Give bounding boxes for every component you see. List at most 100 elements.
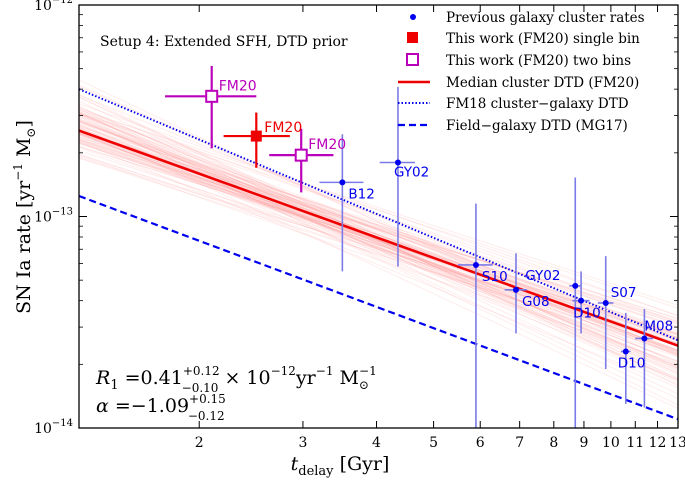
posterior-sample-line: [79, 120, 678, 367]
cluster-rate-dot: [394, 159, 401, 166]
posterior-sample-line: [79, 146, 678, 335]
fm20-two-bin-label: FM20: [308, 137, 346, 153]
posterior-sample-line: [79, 136, 678, 353]
posterior-sample-line: [79, 157, 678, 352]
y-tick-exponent: −14: [52, 418, 73, 429]
posterior-sample-line: [79, 155, 678, 365]
y-tick-label: 10−13: [34, 207, 73, 226]
cluster-rate-dot: [622, 348, 629, 355]
x-tick-label: 9: [579, 435, 588, 451]
posterior-sample-line: [79, 134, 678, 352]
cluster-point-label: G08: [522, 294, 550, 310]
posterior-sample-line: [79, 126, 678, 320]
posterior-sample-line: [79, 139, 678, 351]
posterior-sample-line: [79, 105, 678, 376]
x-tick-label: 4: [372, 435, 381, 451]
posterior-sample-line: [79, 125, 678, 346]
posterior-sample-line: [79, 85, 678, 358]
cluster-point-label: D10: [573, 306, 601, 322]
posterior-sample-line: [79, 119, 678, 363]
cluster-rate-dot: [512, 286, 519, 293]
posterior-sample-line: [79, 127, 678, 334]
y-tick-exponent: −12: [52, 0, 73, 6]
posterior-sample-line: [79, 111, 678, 395]
posterior-sample-line: [79, 113, 678, 368]
cluster-rate-dot: [472, 261, 479, 268]
posterior-sample-line: [79, 118, 678, 381]
x-tick-label: 7: [515, 435, 524, 451]
legend-label: Field−galaxy DTD (MG17): [446, 118, 628, 134]
posterior-sample-line: [79, 131, 678, 320]
legend-entry-field: Field−galaxy DTD (MG17): [398, 118, 628, 134]
y-tick-base: 10: [34, 0, 52, 14]
posterior-sample-line: [79, 103, 678, 317]
posterior-sample-line: [79, 128, 678, 367]
posterior-sample-line: [79, 94, 678, 386]
posterior-sample-line: [79, 109, 678, 306]
posterior-sample-line: [79, 112, 678, 346]
cluster-point-label: S10: [482, 269, 508, 285]
posterior-sample-line: [79, 124, 678, 335]
posterior-sample-line: [79, 142, 678, 347]
posterior-sample-line: [79, 132, 678, 370]
posterior-sample-line: [79, 79, 678, 366]
x-tick-label: 12: [649, 435, 667, 451]
posterior-sample-line: [79, 118, 678, 342]
posterior-sample-line: [79, 108, 678, 379]
field-galaxy-dtd-line: [79, 194, 678, 421]
posterior-sample-line: [79, 129, 678, 357]
legend-entry-fm18: FM18 cluster−galaxy DTD: [398, 96, 629, 112]
legend-label: This work (FM20) two bins: [446, 53, 631, 69]
legend-marker-dot: [410, 14, 416, 20]
cluster-rate-dot: [572, 282, 579, 289]
posterior-sample-line: [79, 110, 678, 341]
y-tick-base: 10: [34, 210, 52, 226]
legend-entry-single-bin: This work (FM20) single bin: [407, 31, 640, 47]
y-axis-label: SN Ia rate [yr−1 M⊙]: [11, 120, 38, 314]
posterior-sample-line: [79, 119, 678, 351]
cluster-rate-dot: [339, 179, 346, 186]
posterior-sample-line: [79, 96, 678, 374]
posterior-sample-line: [79, 130, 678, 325]
plot-area: [79, 65, 678, 428]
posterior-sample-line: [79, 132, 678, 354]
x-tick-label: 5: [429, 435, 438, 451]
posterior-sample-line: [79, 141, 678, 339]
cluster-rate-dot: [578, 297, 585, 304]
setup-label: Setup 4: Extended SFH, DTD prior: [100, 34, 348, 50]
posterior-sample-line: [79, 138, 678, 332]
posterior-sample-line: [79, 130, 678, 362]
x-tick-label: 10: [602, 435, 620, 451]
cluster-point-label: S07: [611, 285, 637, 301]
posterior-sample-line: [79, 122, 678, 328]
cluster-point-label: GY02: [394, 165, 429, 181]
legend-entry-median: Median cluster DTD (FM20): [398, 75, 639, 91]
x-axis-label: tdelay [Gyr]: [291, 453, 390, 479]
legend-marker-square: [407, 32, 418, 43]
posterior-sample-line: [79, 100, 678, 380]
posterior-sample-line: [79, 112, 678, 369]
posterior-sample-line: [79, 154, 678, 345]
x-tick-label: 8: [549, 435, 558, 451]
cluster-rate-dot: [641, 335, 648, 342]
y-tick-exponent: −13: [52, 207, 73, 218]
legend-label: This work (FM20) single bin: [446, 31, 640, 47]
legend-entry-cluster-rates: Previous galaxy cluster rates: [410, 10, 645, 26]
posterior-sample-line: [79, 114, 678, 406]
fm20-two-bin-marker: [294, 148, 308, 162]
posterior-sample-line: [79, 121, 678, 329]
posterior-sample-line: [79, 113, 678, 356]
legend-label: Previous galaxy cluster rates: [446, 10, 645, 26]
x-tick-label: 11: [626, 435, 644, 451]
y-tick-base: 10: [34, 421, 52, 437]
posterior-sample-line: [79, 112, 678, 309]
cluster-point-label: M08: [644, 318, 673, 334]
posterior-sample-line: [79, 128, 678, 342]
posterior-sample-line: [79, 108, 678, 354]
x-tick-label: 3: [298, 435, 307, 451]
posterior-sample-line: [79, 150, 678, 347]
x-tick-label: 6: [476, 435, 485, 451]
trend-lines: [79, 88, 678, 421]
